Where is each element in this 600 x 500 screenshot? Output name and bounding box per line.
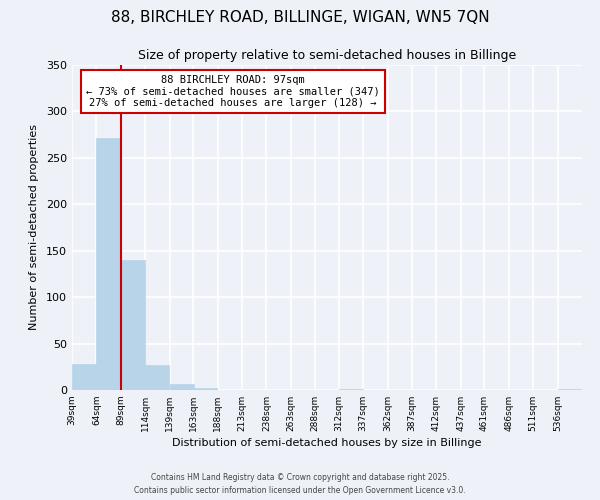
Text: 88 BIRCHLEY ROAD: 97sqm
← 73% of semi-detached houses are smaller (347)
27% of s: 88 BIRCHLEY ROAD: 97sqm ← 73% of semi-de… <box>86 74 380 108</box>
Text: Contains HM Land Registry data © Crown copyright and database right 2025.
Contai: Contains HM Land Registry data © Crown c… <box>134 473 466 495</box>
Title: Size of property relative to semi-detached houses in Billinge: Size of property relative to semi-detach… <box>138 50 516 62</box>
X-axis label: Distribution of semi-detached houses by size in Billinge: Distribution of semi-detached houses by … <box>172 438 482 448</box>
Bar <box>557 389 581 390</box>
Bar <box>339 389 362 390</box>
Bar <box>193 388 217 390</box>
Y-axis label: Number of semi-detached properties: Number of semi-detached properties <box>29 124 39 330</box>
Bar <box>97 138 121 390</box>
Bar <box>72 364 96 390</box>
Bar <box>121 260 145 390</box>
Bar <box>145 365 169 390</box>
Text: 88, BIRCHLEY ROAD, BILLINGE, WIGAN, WN5 7QN: 88, BIRCHLEY ROAD, BILLINGE, WIGAN, WN5 … <box>110 10 490 25</box>
Bar <box>170 384 194 390</box>
